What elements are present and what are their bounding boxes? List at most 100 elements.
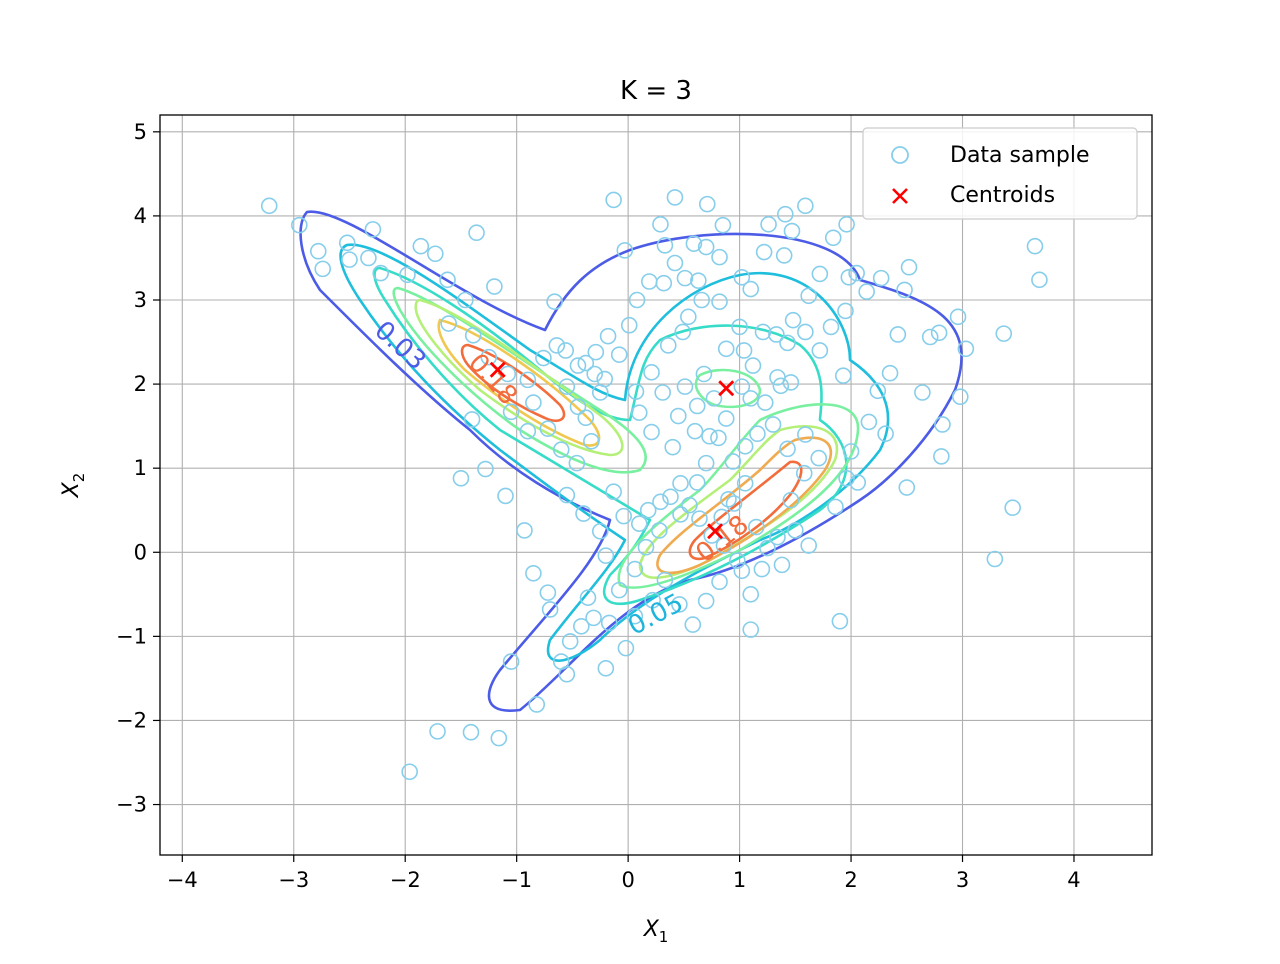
data-point bbox=[372, 264, 389, 282]
data-point bbox=[630, 404, 648, 421]
data-point bbox=[764, 416, 782, 433]
data-point bbox=[643, 423, 660, 441]
data-point bbox=[664, 438, 682, 456]
legend-marker-open-circle bbox=[891, 146, 909, 164]
data-point bbox=[569, 398, 587, 416]
contour-level-7b bbox=[688, 460, 803, 561]
data-point bbox=[600, 614, 618, 632]
data-point bbox=[753, 560, 771, 578]
y-ticks: −3 −2 −1 0 1 2 3 4 5 bbox=[116, 120, 160, 817]
data-point bbox=[548, 337, 566, 354]
data-point bbox=[869, 382, 887, 400]
data-point bbox=[837, 302, 854, 320]
density-contours bbox=[299, 210, 963, 712]
data-point bbox=[933, 448, 950, 465]
data-point bbox=[698, 195, 716, 213]
data-point bbox=[463, 411, 481, 428]
centroid-marker bbox=[718, 380, 735, 397]
data-point bbox=[568, 454, 586, 472]
data-point bbox=[776, 205, 794, 223]
data-point bbox=[412, 237, 430, 255]
data-point bbox=[558, 486, 576, 504]
data-point bbox=[840, 268, 858, 286]
data-point bbox=[477, 460, 494, 478]
data-point bbox=[838, 469, 855, 487]
data-point bbox=[769, 528, 786, 546]
data-point bbox=[655, 274, 673, 292]
data-point bbox=[755, 243, 773, 261]
data-point bbox=[666, 254, 684, 272]
data-point bbox=[652, 493, 669, 511]
data-point bbox=[697, 454, 715, 472]
x-tick-label: −2 bbox=[390, 868, 421, 892]
data-point bbox=[641, 273, 658, 290]
data-point bbox=[605, 483, 622, 501]
x-tick-label: −4 bbox=[167, 868, 198, 892]
data-point bbox=[528, 696, 546, 713]
data-point bbox=[591, 522, 609, 540]
data-point bbox=[427, 245, 444, 263]
data-point bbox=[711, 248, 728, 266]
data-point bbox=[860, 413, 878, 431]
data-point bbox=[577, 354, 595, 372]
data-point bbox=[539, 420, 557, 437]
legend: Data sample Centroids bbox=[862, 127, 1138, 220]
data-point bbox=[599, 327, 617, 345]
data-point bbox=[842, 443, 860, 460]
data-point bbox=[949, 308, 967, 326]
data-point bbox=[644, 591, 661, 609]
data-point bbox=[715, 537, 733, 554]
legend-item-data-sample: Data sample bbox=[891, 143, 1090, 168]
data-point bbox=[951, 388, 969, 406]
data-point bbox=[669, 407, 687, 425]
x-axis-label: X1 bbox=[643, 917, 669, 946]
data-point bbox=[1004, 499, 1021, 517]
data-point bbox=[464, 327, 482, 344]
data-point bbox=[260, 197, 278, 215]
data-point bbox=[643, 364, 660, 381]
contour-labels: 0.030.050.180.18 bbox=[368, 315, 754, 641]
data-point bbox=[558, 378, 576, 395]
data-point bbox=[849, 474, 867, 491]
legend-box bbox=[862, 127, 1138, 220]
data-point bbox=[773, 556, 791, 574]
data-point bbox=[585, 609, 602, 627]
data-point bbox=[733, 562, 751, 580]
data-point bbox=[654, 384, 671, 401]
data-point bbox=[596, 370, 614, 388]
data-point bbox=[440, 315, 457, 332]
data-point bbox=[749, 425, 766, 443]
x-tick-label: 4 bbox=[1067, 868, 1080, 892]
data-point bbox=[666, 189, 684, 206]
data-point bbox=[468, 224, 485, 242]
data-point bbox=[552, 441, 570, 458]
data-point bbox=[711, 293, 728, 310]
data-point bbox=[710, 429, 727, 447]
axes-frame bbox=[159, 114, 1153, 856]
data-point bbox=[541, 601, 559, 618]
data-point bbox=[674, 323, 692, 341]
data-point bbox=[557, 342, 575, 359]
data-point bbox=[760, 216, 777, 233]
data-point bbox=[338, 234, 356, 252]
data-point bbox=[858, 283, 875, 300]
data-point bbox=[525, 394, 542, 411]
data-point bbox=[626, 607, 644, 625]
data-point bbox=[775, 247, 793, 264]
data-point bbox=[720, 490, 737, 508]
data-point bbox=[539, 584, 557, 601]
data-point bbox=[759, 539, 776, 557]
data-point bbox=[656, 571, 674, 589]
data-point bbox=[769, 369, 786, 386]
x-tick-label: 0 bbox=[621, 868, 634, 892]
legend-label-centroids: Centroids bbox=[950, 183, 1055, 208]
data-point bbox=[881, 364, 899, 382]
data-point bbox=[896, 281, 913, 299]
contour-level-1 bbox=[299, 210, 963, 712]
data-point bbox=[695, 365, 713, 383]
data-point bbox=[579, 589, 597, 606]
data-point bbox=[934, 416, 951, 433]
y-tick-label: −3 bbox=[116, 793, 147, 817]
centroid-markers bbox=[489, 361, 735, 540]
data-point bbox=[561, 633, 579, 650]
